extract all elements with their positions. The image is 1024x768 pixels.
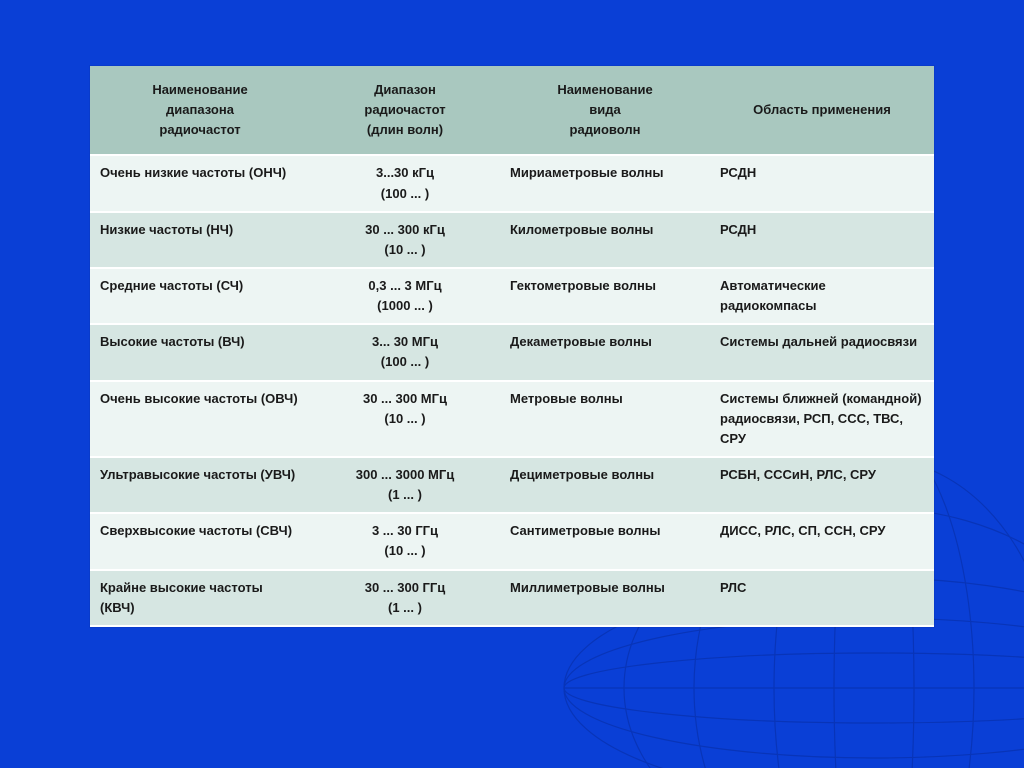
- cell-wave: Мириаметровые волны: [500, 155, 710, 211]
- table-row: Очень высокие частоты (ОВЧ)30 ... 300 МГ…: [90, 381, 934, 457]
- cell-range: 0,3 ... 3 МГц (1000 ... ): [310, 268, 500, 324]
- col-header-name: Наименование диапазона радиочастот: [90, 66, 310, 155]
- cell-range: 300 ... 3000 МГц (1 ... ): [310, 457, 500, 513]
- cell-wave: Дециметровые волны: [500, 457, 710, 513]
- header-text: Наименование: [152, 82, 247, 97]
- cell-name: Низкие частоты (НЧ): [90, 212, 310, 268]
- cell-application: Системы дальней радиосвязи: [710, 324, 934, 380]
- range-line-2: (100 ... ): [381, 186, 429, 201]
- range-line-1: 3 ... 30 ГГц: [372, 523, 438, 538]
- cell-wave: Декаметровые волны: [500, 324, 710, 380]
- range-line-1: 30 ... 300 ГГц: [365, 580, 446, 595]
- col-header-wave: Наименование вида радиоволн: [500, 66, 710, 155]
- range-line-1: 3...30 кГц: [376, 165, 434, 180]
- cell-wave: Километровые волны: [500, 212, 710, 268]
- cell-wave: Метровые волны: [500, 381, 710, 457]
- header-text: (длин волн): [367, 122, 443, 137]
- cell-application: Автоматические радиокомпасы: [710, 268, 934, 324]
- table-row: Средние частоты (СЧ) 0,3 ... 3 МГц (1000 .…: [90, 268, 934, 324]
- col-header-app: Область применения: [710, 66, 934, 155]
- cell-range: 3... 30 МГц (100 ... ): [310, 324, 500, 380]
- range-line-1: 0,3 ... 3 МГц: [368, 278, 441, 293]
- header-text: Диапазон: [374, 82, 436, 97]
- cell-application: РСБН, СССиН, РЛС, СРУ: [710, 457, 934, 513]
- range-line-2: (10 ... ): [384, 543, 425, 558]
- cell-application: ДИСС, РЛС, СП, ССН, СРУ: [710, 513, 934, 569]
- range-line-2: (10 ... ): [384, 242, 425, 257]
- frequency-table: Наименование диапазона радиочастот Диапа…: [90, 66, 934, 627]
- table-row: Ультравысокие частоты (УВЧ)300 ... 3000 …: [90, 457, 934, 513]
- cell-name: Очень низкие частоты (ОНЧ): [90, 155, 310, 211]
- cell-range: 3 ... 30 ГГц (10 ... ): [310, 513, 500, 569]
- col-header-range: Диапазон радиочастот (длин волн): [310, 66, 500, 155]
- range-line-1: 300 ... 3000 МГц: [356, 467, 454, 482]
- cell-name: Высокие частоты (ВЧ): [90, 324, 310, 380]
- header-text: радиочастот: [159, 122, 240, 137]
- cell-application: Системы ближней (командной) радиосвязи, …: [710, 381, 934, 457]
- cell-name: Сверхвысокие частоты (СВЧ): [90, 513, 310, 569]
- range-line-2: (1 ... ): [388, 487, 422, 502]
- cell-range: 3...30 кГц (100 ... ): [310, 155, 500, 211]
- header-text: радиочастот: [364, 102, 445, 117]
- cell-name: Очень высокие частоты (ОВЧ): [90, 381, 310, 457]
- cell-range: 30 ... 300 кГц (10 ... ): [310, 212, 500, 268]
- range-line-1: 30 ... 300 кГц: [365, 222, 445, 237]
- cell-wave: Миллиметровые волны: [500, 570, 710, 626]
- table-row: Высокие частоты (ВЧ) 3... 30 МГц (100 ... …: [90, 324, 934, 380]
- table-row: Очень низкие частоты (ОНЧ) 3...30 кГц (100…: [90, 155, 934, 211]
- range-line-1: 3... 30 МГц: [372, 334, 438, 349]
- range-line-2: (1 ... ): [388, 600, 422, 615]
- cell-wave: Гектометровые волны: [500, 268, 710, 324]
- table-body: Очень низкие частоты (ОНЧ) 3...30 кГц (100…: [90, 155, 934, 625]
- header-text: Наименование: [557, 82, 652, 97]
- cell-application: РЛС: [710, 570, 934, 626]
- cell-wave: Сантиметровые волны: [500, 513, 710, 569]
- range-line-2: (10 ... ): [384, 411, 425, 426]
- range-line-2: (1000 ... ): [377, 298, 433, 313]
- range-line-2: (100 ... ): [381, 354, 429, 369]
- header-text: диапазона: [166, 102, 234, 117]
- header-text: вида: [589, 102, 620, 117]
- table-header-row: Наименование диапазона радиочастот Диапа…: [90, 66, 934, 155]
- table-row: Сверхвысокие частоты (СВЧ) 3 ... 30 ГГц (1…: [90, 513, 934, 569]
- table-row: Низкие частоты (НЧ) 30 ... 300 кГц (10 ...…: [90, 212, 934, 268]
- cell-application: РСДН: [710, 155, 934, 211]
- cell-application: РСДН: [710, 212, 934, 268]
- header-text: радиоволн: [570, 122, 641, 137]
- frequency-table-container: Наименование диапазона радиочастот Диапа…: [90, 66, 934, 627]
- cell-name: Ультравысокие частоты (УВЧ): [90, 457, 310, 513]
- cell-name: Крайне высокие частоты (КВЧ): [90, 570, 310, 626]
- table-row: Крайне высокие частоты (КВЧ)30 ... 300 Г…: [90, 570, 934, 626]
- cell-range: 30 ... 300 МГц (10 ... ): [310, 381, 500, 457]
- range-line-1: 30 ... 300 МГц: [363, 391, 447, 406]
- cell-name: Средние частоты (СЧ): [90, 268, 310, 324]
- header-text: Область применения: [753, 102, 891, 117]
- cell-range: 30 ... 300 ГГц (1 ... ): [310, 570, 500, 626]
